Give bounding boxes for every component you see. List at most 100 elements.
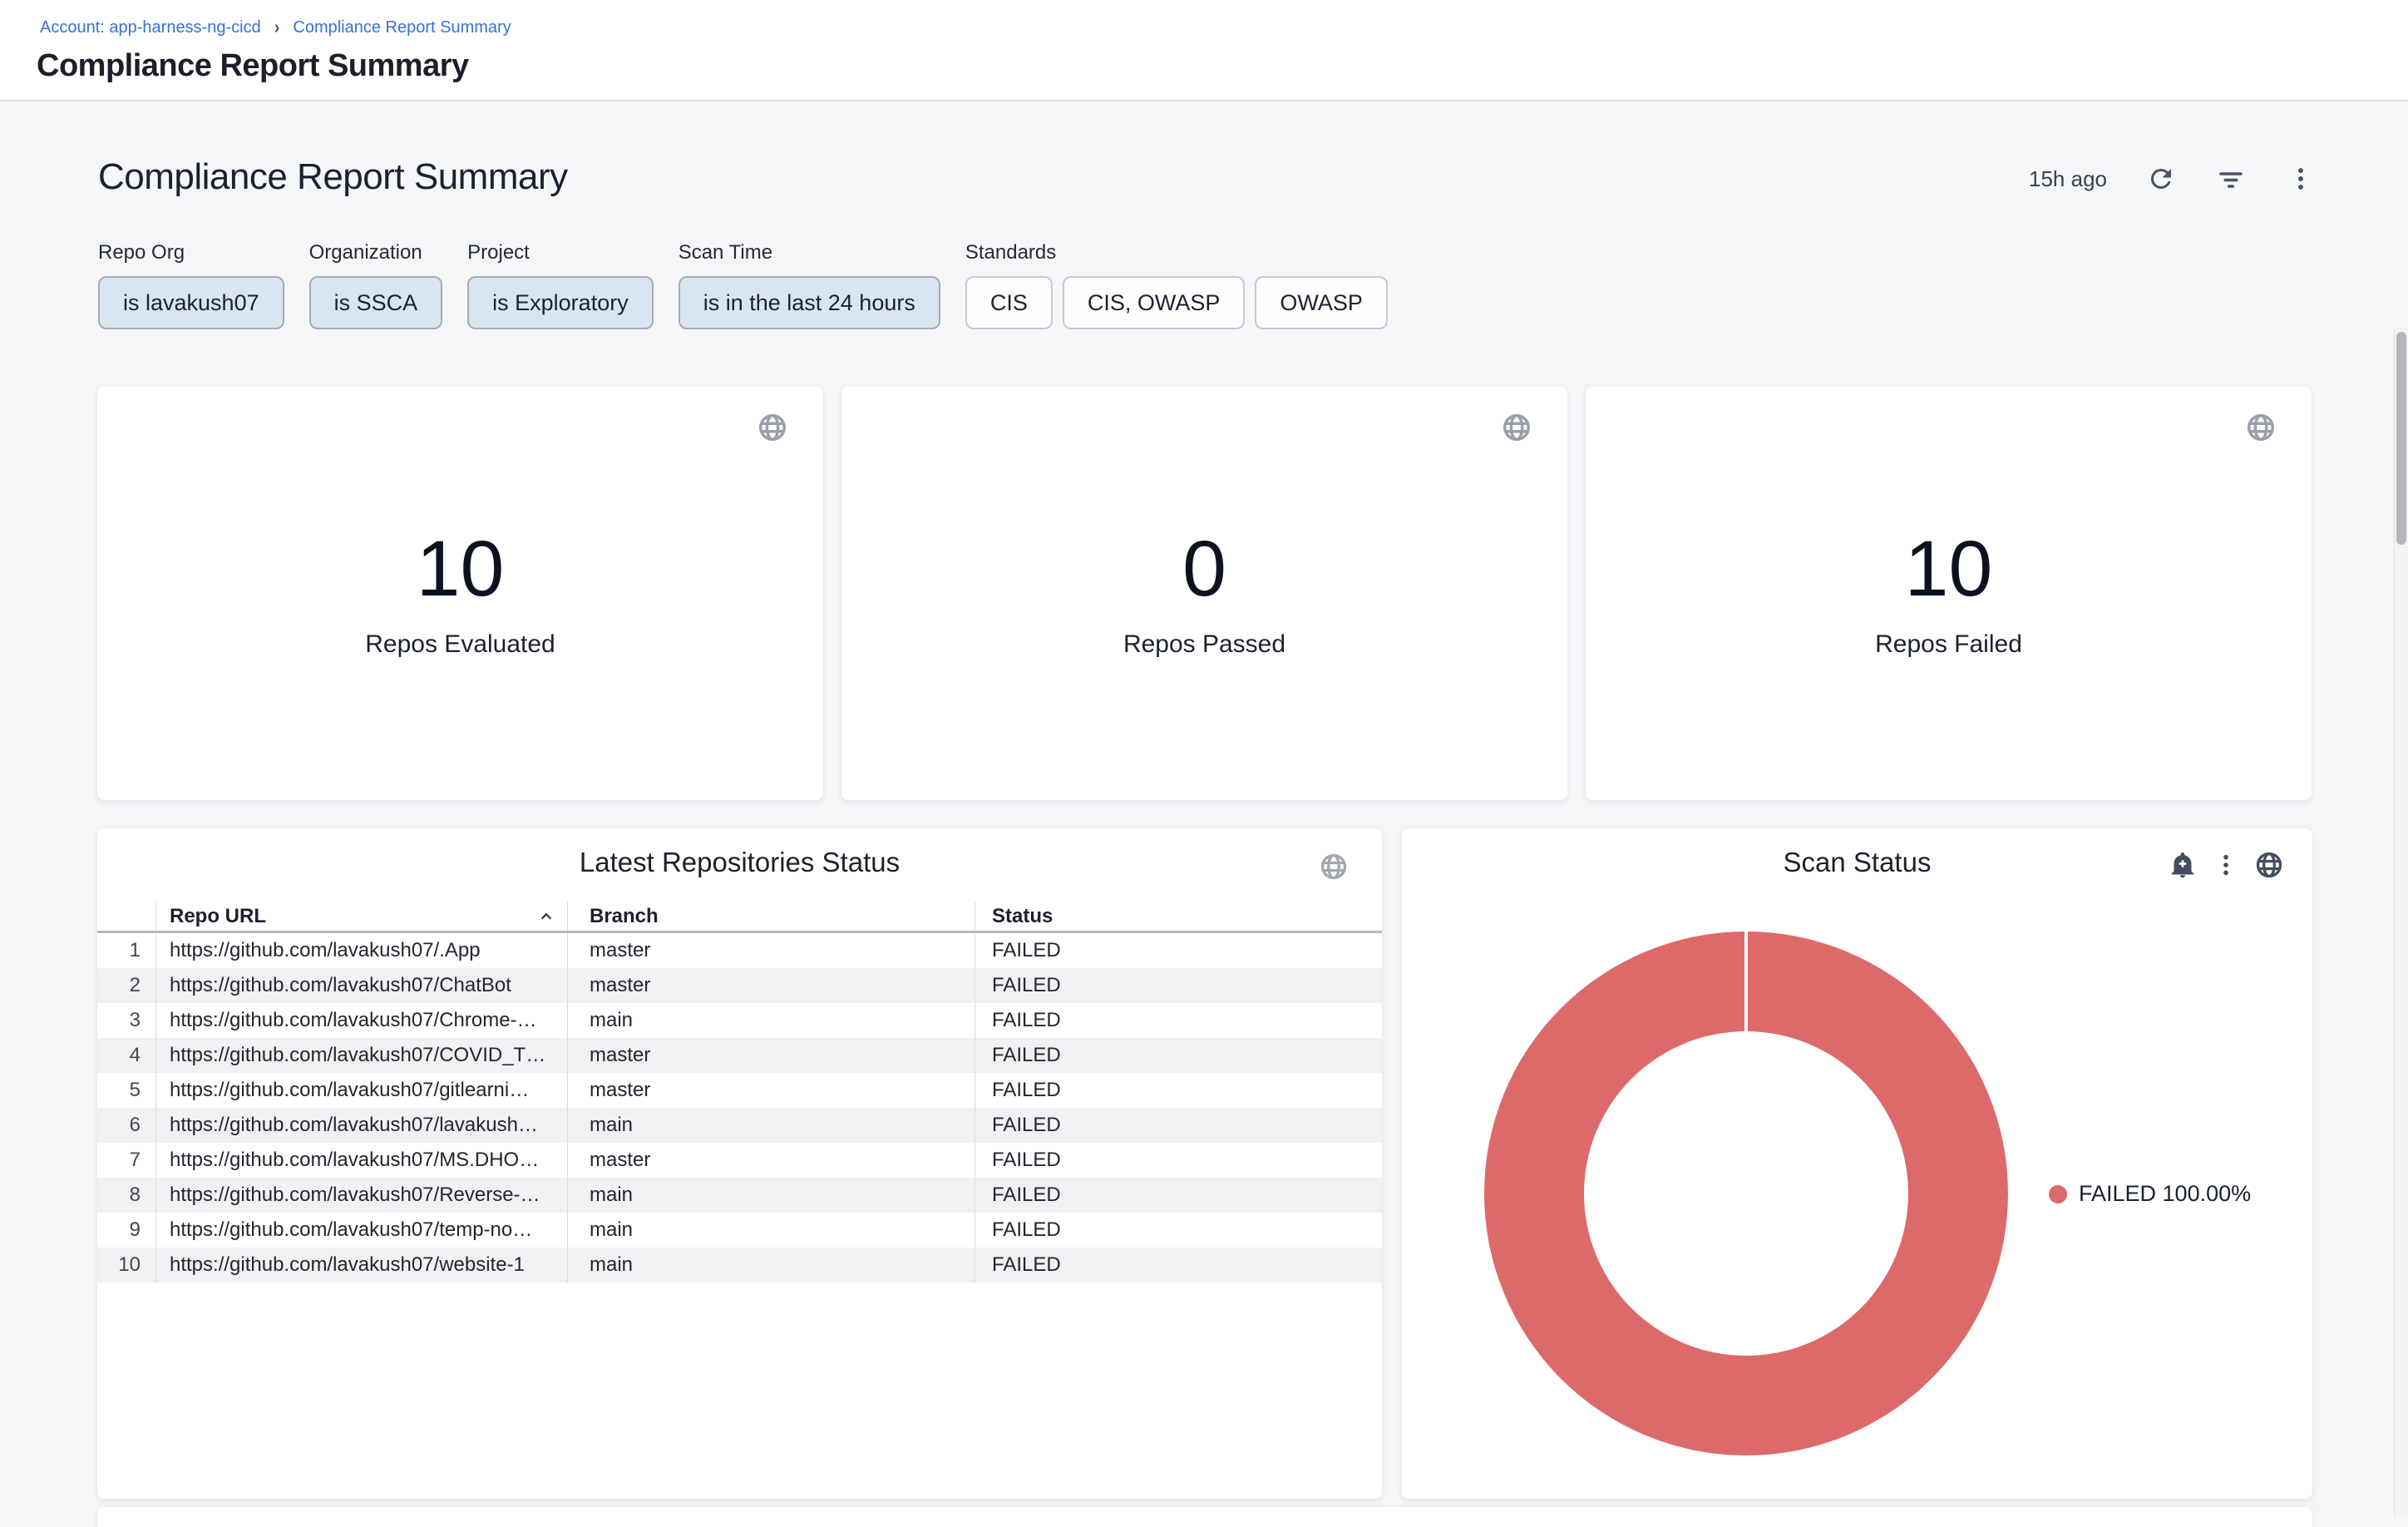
tile-value: 0 [1182, 528, 1226, 611]
scrollbar-thumb[interactable] [2396, 332, 2406, 545]
table-row: 5 https://github.com/lavakush07/gitlearn… [97, 1073, 1382, 1108]
scan-status-donut-chart[interactable] [1484, 932, 2008, 1455]
repo-url-cell: https://github.com/lavakush07/COVID_T… [156, 1038, 568, 1073]
table-row: 3 https://github.com/lavakush07/Chrome-…… [97, 1003, 1382, 1038]
row-number: 9 [97, 1213, 156, 1248]
table-row: 8 https://github.com/lavakush07/Reverse-… [97, 1178, 1382, 1213]
refresh-icon[interactable] [2145, 163, 2177, 195]
repo-url-cell: https://github.com/lavakush07/Chrome-… [156, 1003, 568, 1038]
donut-slice-divider [1744, 932, 1748, 1033]
filter-chip[interactable]: is SSCA [309, 276, 443, 329]
branch-cell: main [568, 1213, 975, 1248]
kebab-menu-icon[interactable] [2213, 852, 2239, 878]
tile-label: Repos Passed [1123, 630, 1285, 659]
globe-icon[interactable] [1319, 852, 1349, 882]
globe-icon[interactable] [757, 412, 788, 443]
row-number: 7 [97, 1143, 156, 1178]
legend-failed-dot [2049, 1185, 2067, 1203]
breadcrumb-page-link[interactable]: Compliance Report Summary [293, 18, 511, 37]
table-title: Latest Repositories Status [97, 847, 1382, 878]
table-row: 6 https://github.com/lavakush07/lavakush… [97, 1108, 1382, 1143]
filter-chip[interactable]: CIS [965, 276, 1053, 329]
filter-label: Organization [309, 241, 443, 264]
column-header-branch[interactable]: Branch [568, 902, 975, 931]
filter-icon[interactable] [2215, 163, 2247, 195]
repo-url-cell: https://github.com/lavakush07/Reverse-… [156, 1178, 568, 1213]
table-row: 4 https://github.com/lavakush07/COVID_T…… [97, 1038, 1382, 1073]
branch-cell: master [568, 933, 975, 968]
sort-asc-icon[interactable] [535, 906, 557, 927]
status-cell: FAILED [975, 1143, 1382, 1178]
table-row: 1 https://github.com/lavakush07/.App mas… [97, 933, 1382, 968]
breadcrumb: Account: app-harness-ng-cicd › Complianc… [40, 18, 511, 37]
table-row: 10 https://github.com/lavakush07/website… [97, 1248, 1382, 1282]
table-row: 2 https://github.com/lavakush07/ChatBot … [97, 968, 1382, 1003]
tile-value: 10 [1905, 528, 1993, 611]
filter-chip[interactable]: is in the last 24 hours [678, 276, 940, 329]
table-row: 7 https://github.com/lavakush07/MS.DHO… … [97, 1143, 1382, 1178]
app-header: Account: app-harness-ng-cicd › Complianc… [0, 0, 2408, 101]
branch-cell: main [568, 1178, 975, 1213]
filter-group-scan-time: Scan Time is in the last 24 hours [678, 241, 940, 329]
repo-url-cell: https://github.com/lavakush07/lavakush… [156, 1108, 568, 1143]
status-cell: FAILED [975, 1213, 1382, 1248]
row-number: 4 [97, 1038, 156, 1073]
filter-label: Standards [965, 241, 1388, 264]
tile-repos-passed: 0 Repos Passed [841, 387, 1567, 800]
filter-bar: Repo Org is lavakush07 Organization is S… [98, 241, 1388, 329]
repo-url-cell: https://github.com/lavakush07/ChatBot [156, 968, 568, 1003]
globe-icon[interactable] [2254, 850, 2284, 880]
latest-repositories-card: Latest Repositories Status Repo URL Bran… [97, 828, 1382, 1499]
page-title: Compliance Report Summary [37, 48, 469, 84]
filter-chip[interactable]: CIS, OWASP [1063, 276, 1246, 329]
dashboard-title: Compliance Report Summary [98, 156, 568, 198]
branch-cell: master [568, 1143, 975, 1178]
chart-legend[interactable]: FAILED 100.00% [2049, 1181, 2251, 1207]
repositories-table: Repo URL Branch Status 1 https://github.… [97, 902, 1382, 1282]
branch-cell: main [568, 1108, 975, 1143]
status-cell: FAILED [975, 1178, 1382, 1213]
status-cell: FAILED [975, 1073, 1382, 1108]
filter-chip[interactable]: is Exploratory [467, 276, 654, 329]
last-refresh-label: 15h ago [2029, 166, 2107, 192]
tile-repos-evaluated: 10 Repos Evaluated [97, 387, 823, 800]
filter-label: Project [467, 241, 654, 264]
kebab-menu-icon[interactable] [2285, 163, 2317, 195]
branch-cell: master [568, 1073, 975, 1108]
globe-icon[interactable] [2245, 412, 2277, 443]
row-number: 1 [97, 933, 156, 968]
row-number-header [97, 902, 156, 931]
tile-label: Repos Failed [1875, 630, 2022, 659]
breadcrumb-separator: › [274, 17, 280, 38]
alert-bell-add-icon[interactable] [2168, 850, 2198, 880]
filter-group-project: Project is Exploratory [467, 241, 654, 329]
column-header-status[interactable]: Status [975, 902, 1382, 931]
table-header-row: Repo URL Branch Status [97, 902, 1382, 933]
status-cell: FAILED [975, 933, 1382, 968]
tile-repos-failed: 10 Repos Failed [1586, 387, 2312, 800]
row-number: 5 [97, 1073, 156, 1108]
column-header-repo-url[interactable]: Repo URL [156, 902, 568, 931]
status-cell: FAILED [975, 1003, 1382, 1038]
filter-chip[interactable]: is lavakush07 [98, 276, 284, 329]
status-cell: FAILED [975, 1108, 1382, 1143]
branch-cell: main [568, 1003, 975, 1038]
repo-url-cell: https://github.com/lavakush07/.App [156, 933, 568, 968]
repo-url-cell: https://github.com/lavakush07/MS.DHO… [156, 1143, 568, 1178]
branch-cell: master [568, 968, 975, 1003]
globe-icon[interactable] [1501, 412, 1532, 443]
dashboard-controls: 15h ago [2029, 163, 2317, 195]
scan-card-controls [2168, 850, 2284, 880]
scan-status-card: Scan Status FAILED 100.00% [1402, 828, 2312, 1499]
status-cell: FAILED [975, 1248, 1382, 1282]
tile-label: Repos Evaluated [365, 630, 555, 659]
row-number: 2 [97, 968, 156, 1003]
filter-chip[interactable]: OWASP [1255, 276, 1388, 329]
status-cell: FAILED [975, 1038, 1382, 1073]
table-row: 9 https://github.com/lavakush07/temp-no…… [97, 1213, 1382, 1248]
row-number: 8 [97, 1178, 156, 1213]
breadcrumb-account-link[interactable]: Account: app-harness-ng-cicd [40, 18, 261, 37]
filter-label: Repo Org [98, 241, 284, 264]
repo-url-cell: https://github.com/lavakush07/temp-no… [156, 1213, 568, 1248]
stat-tiles-row: 10 Repos Evaluated 0 Repos Passed 10 Rep… [97, 387, 2312, 800]
